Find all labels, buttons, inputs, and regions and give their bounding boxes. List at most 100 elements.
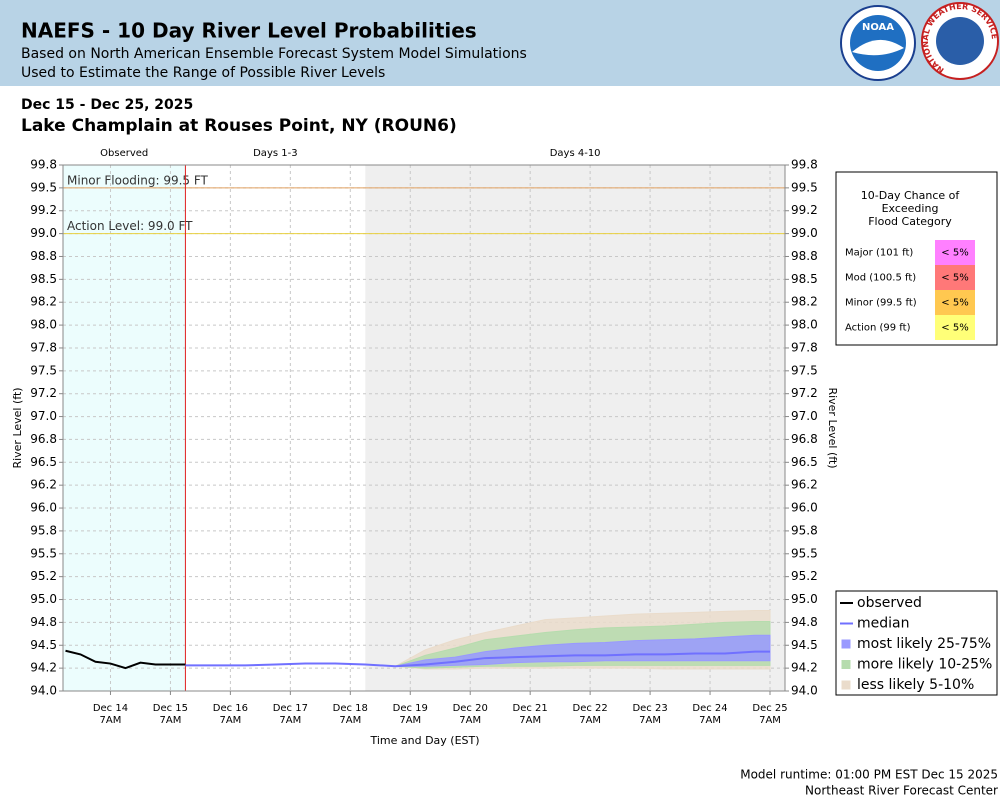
y-tick-label: 98.2 <box>30 295 57 309</box>
y-tick-label: 97.0 <box>30 409 57 423</box>
x-tick-label: Dec 20 <box>453 703 488 714</box>
flood-table-title: Flood Category <box>868 215 952 228</box>
x-tick-time: 7AM <box>459 715 481 726</box>
x-tick-time: 7AM <box>339 715 361 726</box>
y-tick-label: 98.5 <box>30 272 57 286</box>
flood-row-label: Action (99 ft) <box>845 323 911 334</box>
series-line <box>185 650 771 668</box>
x-tick-label: Dec 17 <box>273 703 308 714</box>
threshold-label: Minor Flooding: 99.5 FT <box>67 173 209 187</box>
x-tick-time: 7AM <box>160 715 182 726</box>
legend-label: most likely 25-75% <box>857 636 991 652</box>
footer: Northeast River Forecast Center <box>805 784 998 798</box>
y-tick-label-right: 94.5 <box>791 638 818 652</box>
y-tick-label: 99.8 <box>30 158 57 172</box>
noaa-bird <box>852 39 904 56</box>
legend-swatch <box>841 660 851 669</box>
x-tick-label: Dec 25 <box>752 703 787 714</box>
y-tick-label: 94.2 <box>30 661 57 675</box>
threshold-label: Action Level: 99.0 FT <box>67 219 193 233</box>
x-tick-label: Dec 16 <box>213 703 248 714</box>
region-label: Days 4-10 <box>550 148 601 159</box>
y-tick-label: 96.0 <box>30 501 57 515</box>
x-tick-time: 7AM <box>579 715 601 726</box>
y-tick-label: 95.8 <box>30 523 57 537</box>
y-tick-label-right: 99.8 <box>791 158 818 172</box>
flood-table-title: Exceeding <box>882 202 939 215</box>
flood-row-swatch <box>935 265 975 290</box>
x-tick-label: Dec 19 <box>393 703 428 714</box>
y-tick-label-right: 99.0 <box>791 226 818 240</box>
flood-row-value: < 5% <box>941 273 968 284</box>
y-tick-label-right: 97.2 <box>791 386 818 400</box>
nws-logo-inner <box>936 17 984 65</box>
subtitle: Used to Estimate the Range of Possible R… <box>21 65 385 81</box>
y-tick-label-right: 95.5 <box>791 546 818 560</box>
x-tick-label: Dec 22 <box>573 703 608 714</box>
x-tick-label: Dec 21 <box>513 703 548 714</box>
region-label: Days 1-3 <box>253 148 297 159</box>
x-tick-time: 7AM <box>699 715 721 726</box>
y-tick-label-right: 94.2 <box>791 661 818 675</box>
legend-label: more likely 10-25% <box>857 657 992 673</box>
flood-row-swatch <box>935 290 975 315</box>
y-tick-label: 94.0 <box>30 684 57 698</box>
y-tick-label-right: 97.8 <box>791 340 818 354</box>
y-tick-label: 95.5 <box>30 546 57 560</box>
y-tick-label: 98.0 <box>30 318 57 332</box>
y-tick-label: 97.2 <box>30 386 57 400</box>
y-tick-label-right: 98.0 <box>791 318 818 332</box>
y-tick-label-right: 95.0 <box>791 592 818 606</box>
y-tick-label: 97.5 <box>30 363 57 377</box>
x-tick-time: 7AM <box>639 715 661 726</box>
legend-label: observed <box>857 595 922 611</box>
y-tick-label-right: 96.5 <box>791 455 818 469</box>
flood-row-label: Major (101 ft) <box>845 248 913 259</box>
x-tick-label: Dec 23 <box>632 703 667 714</box>
y-tick-label: 96.8 <box>30 432 57 446</box>
date-range: Dec 15 - Dec 25, 2025 <box>21 97 193 113</box>
subtitle: Based on North American Ensemble Forecas… <box>21 46 527 62</box>
y-tick-label: 95.2 <box>30 569 57 583</box>
y-tick-label-right: 96.2 <box>791 478 818 492</box>
x-tick-label: Dec 24 <box>692 703 727 714</box>
y-tick-label-right: 97.0 <box>791 409 818 423</box>
logo-text: NOAA <box>862 22 894 33</box>
y-tick-label: 94.8 <box>30 615 57 629</box>
region <box>63 165 186 691</box>
y-tick-label-right: 99.2 <box>791 203 818 217</box>
x-axis-label: Time and Day (EST) <box>369 734 479 747</box>
footer: Model runtime: 01:00 PM EST Dec 15 2025 <box>740 768 998 782</box>
flood-row-swatch <box>935 315 975 340</box>
flood-row-swatch <box>935 240 975 265</box>
y-tick-label-right: 96.0 <box>791 501 818 515</box>
y-tick-label-right: 95.2 <box>791 569 818 583</box>
y-tick-label: 98.8 <box>30 249 57 263</box>
series-line <box>65 649 186 670</box>
legend-label: median <box>857 616 909 632</box>
legend-swatch <box>841 639 851 649</box>
x-tick-time: 7AM <box>759 715 781 726</box>
y-tick-label-right: 95.8 <box>791 523 818 537</box>
y-axis-label: River Level (ft) <box>11 387 24 468</box>
y-tick-label: 94.5 <box>30 638 57 652</box>
flood-row-value: < 5% <box>941 298 968 309</box>
region <box>365 165 785 691</box>
x-tick-label: Dec 18 <box>333 703 368 714</box>
region <box>185 165 366 691</box>
legend-box <box>835 590 998 696</box>
y-tick-label-right: 94.8 <box>791 615 818 629</box>
y-tick-label: 99.5 <box>30 180 57 194</box>
y-tick-label: 99.2 <box>30 203 57 217</box>
flood-table-title: 10-Day Chance of <box>861 189 961 202</box>
y-tick-label: 95.0 <box>30 592 57 606</box>
x-tick-time: 7AM <box>519 715 541 726</box>
region-label: Observed <box>100 148 148 159</box>
y-tick-label-right: 94.0 <box>791 684 818 698</box>
y-tick-label-right: 98.5 <box>791 272 818 286</box>
x-tick-time: 7AM <box>219 715 241 726</box>
y-axis-label-right: River Level (ft) <box>826 387 839 468</box>
flood-row-label: Minor (99.5 ft) <box>845 298 917 309</box>
flood-row-value: < 5% <box>941 248 968 259</box>
